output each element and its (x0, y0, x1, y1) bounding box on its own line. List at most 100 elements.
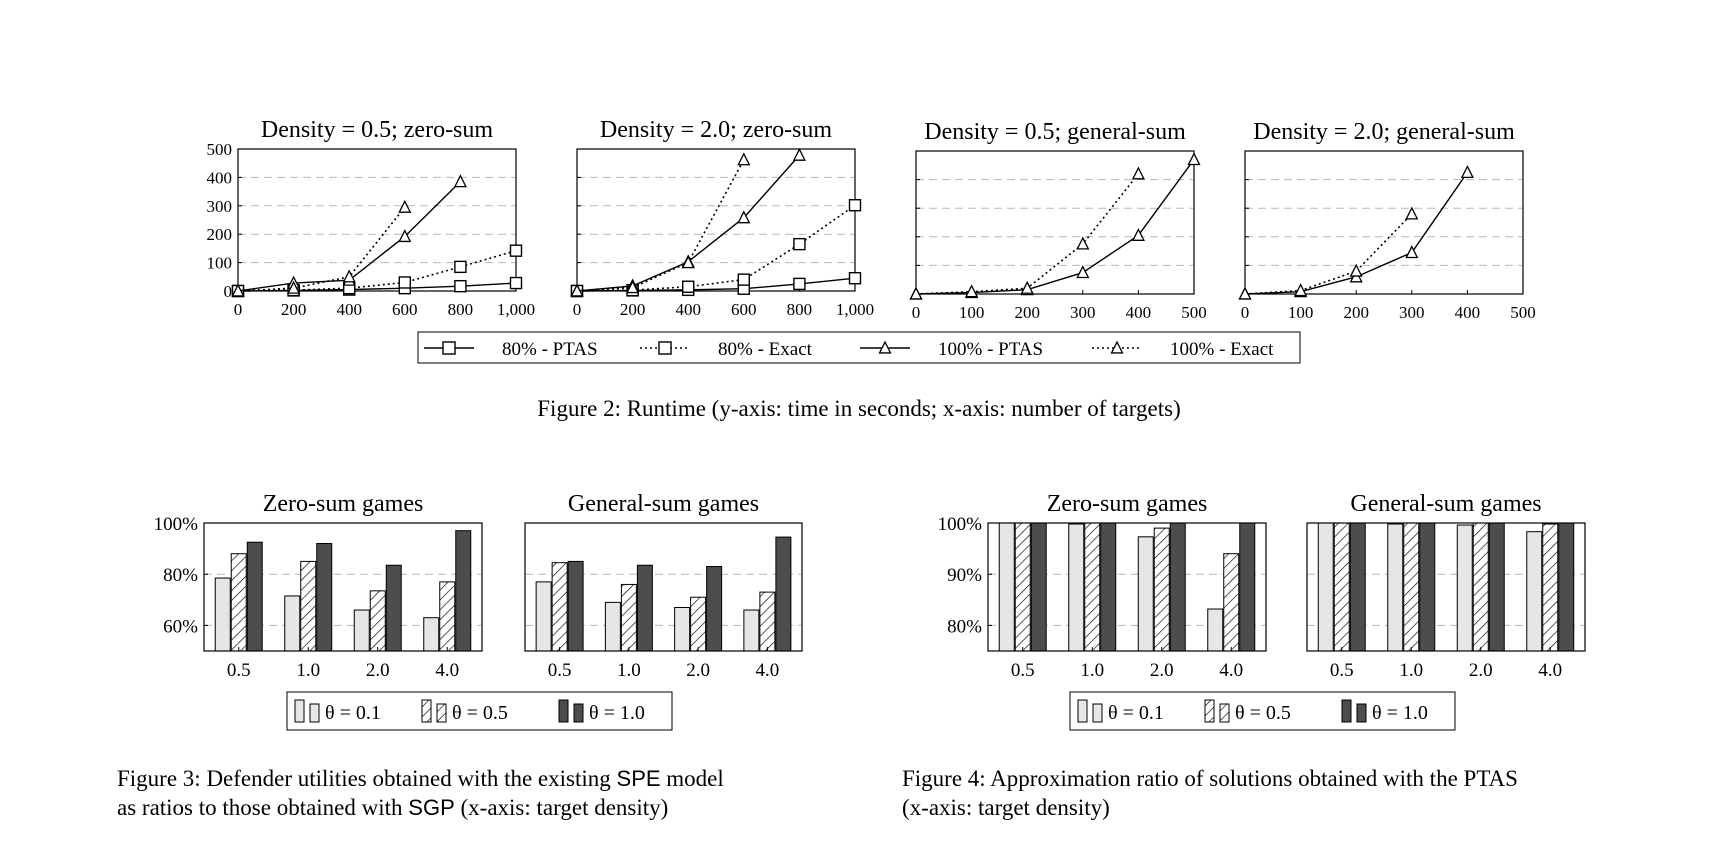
bar-0-5-4-0 (439, 581, 456, 652)
bar-1-0-2-0 (706, 566, 723, 652)
bar-chart-zero-sum-games: Zero-sum games 0.5 1.0 2.0 4.0 60% 80% 100% (154, 491, 483, 681)
legend-swatch (573, 703, 584, 723)
legend-label: 80% - PTAS (502, 339, 598, 360)
legend-triangle-marker (878, 340, 892, 354)
data-point-square (793, 237, 806, 251)
x-tick-label: 800 (787, 300, 813, 319)
bar-1-0-2-0 (385, 564, 402, 652)
bar-1-0-2-0 (1488, 522, 1505, 652)
bar-0-1-4-0 (743, 609, 760, 652)
data-point-square (454, 279, 467, 293)
data-point-triangle (1131, 166, 1145, 180)
bar-0-5-0-5 (1014, 522, 1031, 652)
bar-1-0-0-5 (1030, 522, 1047, 652)
series-80-ptas (231, 276, 523, 298)
data-point-square (848, 199, 862, 212)
bar-0-1-1-0 (604, 601, 621, 652)
y-tick-label: 90% (947, 565, 982, 586)
bar-0-1-0-5 (998, 522, 1015, 652)
series-100-exact (1238, 206, 1419, 300)
x-tick-label: 1,000 (497, 300, 535, 319)
data-point-square (793, 277, 806, 291)
plot-frame (237, 148, 517, 292)
x-tick-label: 0.5 (227, 660, 251, 681)
data-point-square (398, 276, 411, 289)
legend-label: θ = 0.5 (1235, 702, 1291, 724)
legend-label: θ = 0.1 (325, 702, 381, 724)
x-tick-label: 100 (959, 303, 985, 322)
legend-square-marker (658, 341, 672, 355)
figure-3-caption-line-1-pre: Figure 3: Defender utilities obtained wi… (117, 766, 617, 791)
data-point-triangle (453, 174, 467, 188)
y-tick-label: 60% (163, 616, 198, 637)
x-tick-label: 500 (1181, 303, 1207, 322)
bar-0-1-2-0 (353, 609, 370, 652)
y-tick-label: 100% (154, 514, 199, 535)
data-point-triangle (1020, 280, 1034, 294)
data-point-triangle (1460, 165, 1474, 179)
bar-1-0-0-5 (567, 560, 584, 652)
x-tick-label: 200 (1014, 303, 1040, 322)
x-tick-label: 800 (448, 300, 474, 319)
chart-title: Density = 2.0; general-sum (1253, 119, 1515, 145)
legend-label: 80% - Exact (718, 339, 813, 360)
y-tick-label: 300 (207, 197, 233, 216)
line-chart-1: Density = 0.5; zero-sum 0 200 400 600 800 1,00… (207, 117, 536, 319)
bar-0-5-2-0 (1153, 527, 1170, 652)
y-tick-label: 400 (207, 168, 233, 187)
series-100-ptas (909, 152, 1201, 300)
chart-title: General-sum games (1350, 491, 1541, 517)
data-point-triangle (287, 280, 301, 294)
bar-0-5-0-5 (551, 562, 568, 652)
y-tick-label: 100 (207, 254, 233, 273)
bar-0-5-1-0 (1403, 522, 1420, 652)
figure-4-caption: Figure 4: Approximation ratio of solutio… (902, 764, 1642, 822)
data-point-triangle (570, 283, 584, 297)
figure-3-caption-line-2: as ratios to those obtained with SGP (x-… (117, 793, 857, 822)
series-line (576, 154, 800, 292)
y-tick-label: 200 (207, 225, 233, 244)
x-tick-label: 1.0 (1399, 660, 1423, 681)
x-tick-label: 200 (1343, 303, 1369, 322)
line-chart-3: Density = 0.5; general-sum 0 100 200 300 400 5… (909, 119, 1207, 322)
legend-swatch (309, 703, 320, 723)
x-tick-label: 400 (675, 300, 701, 319)
bar-0-1-2-0 (1137, 536, 1154, 652)
plot-frame (1306, 522, 1586, 652)
y-tick-label: 80% (947, 616, 982, 637)
x-tick-label: 1,000 (836, 300, 874, 319)
y-tick-label: 500 (207, 140, 233, 159)
data-point-square (509, 276, 523, 290)
chart-title: Density = 0.5; general-sum (924, 119, 1186, 145)
x-tick-label: 4.0 (1219, 660, 1243, 681)
bar-0-5-1-0 (300, 560, 317, 652)
data-point-square (454, 260, 467, 274)
x-tick-label: 400 (336, 300, 362, 319)
bar-1-0-4-0 (775, 536, 792, 652)
plot-frame (987, 522, 1267, 652)
bar-0-1-0-5 (1317, 522, 1334, 652)
data-point-triangle (737, 152, 751, 166)
chart-title: Zero-sum games (263, 491, 424, 517)
figure-3-caption-line-2-post: (x-axis: target density) (454, 795, 669, 820)
bar-1-0-0-5 (1349, 522, 1366, 652)
legend-box (1069, 691, 1456, 731)
x-tick-label: 2.0 (686, 660, 710, 681)
data-point-triangle (1349, 263, 1363, 277)
data-point-triangle (626, 280, 640, 294)
plot-frame (524, 522, 803, 652)
chart-title: Density = 0.5; zero-sum (261, 117, 493, 143)
x-tick-label: 4.0 (1538, 660, 1562, 681)
y-tick-label: 100% (938, 514, 983, 535)
series-line (237, 249, 517, 292)
chart-title: General-sum games (568, 491, 759, 517)
bar-1-0-4-0 (1558, 522, 1575, 652)
x-tick-label: 200 (620, 300, 646, 319)
bar-0-1-1-0 (1068, 523, 1085, 652)
spe-model-name: SPE (616, 766, 661, 791)
legend-swatch (1356, 703, 1367, 723)
figure-3-caption: Figure 3: Defender utilities obtained wi… (117, 764, 857, 822)
series-100-ptas (1238, 165, 1474, 300)
figure-2-caption: Figure 2: Runtime (y-axis: time in secon… (0, 394, 1718, 423)
legend-swatch (1219, 703, 1230, 723)
